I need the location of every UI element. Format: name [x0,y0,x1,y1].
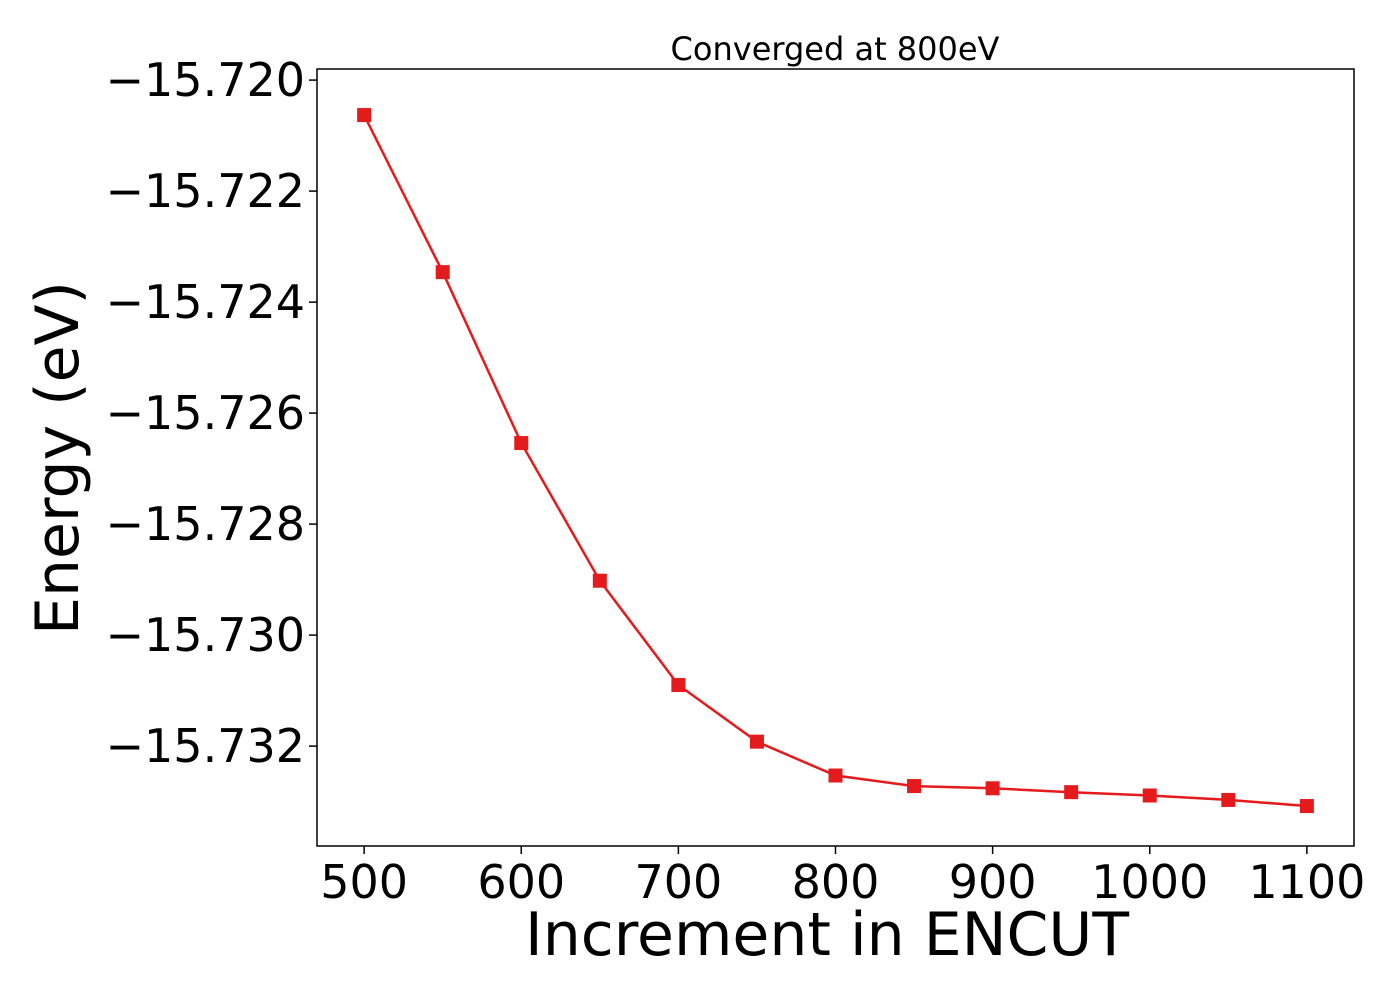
data-point [1064,785,1079,800]
data-point [1142,788,1157,803]
y-tick-label: −15.726 [106,386,306,440]
series-layer [357,108,1314,814]
data-point [1221,792,1236,807]
y-tick-label: −15.720 [106,53,306,107]
data-point [1299,799,1314,814]
data-point [985,781,1000,796]
data-point [907,779,922,794]
y-tick-label: −15.724 [106,275,306,329]
axis-ticks: 500 600 700 800 900 1000 1100 −15.720 −15.722 −15… [106,53,1366,909]
x-tick-label: 900 [949,855,1037,909]
x-axis-title: Increment in ENCUT [525,900,1129,970]
x-tick-label: 700 [634,855,722,909]
y-tick-label: −15.728 [106,497,306,551]
plot-frame [316,68,1355,847]
y-tick-label: −15.732 [106,719,306,773]
data-point [435,265,450,280]
data-point [828,768,843,783]
data-point [671,678,686,693]
y-tick-label: −15.722 [106,164,306,218]
data-point [514,436,529,451]
x-tick-label: 500 [320,855,408,909]
x-tick-label: 600 [477,855,565,909]
x-tick-label: 1000 [1091,855,1208,909]
series-line [362,114,1307,808]
chart-title: Converged at 800eV [671,30,1000,68]
data-point [357,108,372,123]
data-point [749,734,764,749]
x-tick-label: 1100 [1248,855,1365,909]
x-tick-label: 800 [792,855,880,909]
y-tick-label: −15.730 [106,608,306,662]
data-point [592,573,607,588]
y-axis-title: Energy (eV) [23,281,93,635]
